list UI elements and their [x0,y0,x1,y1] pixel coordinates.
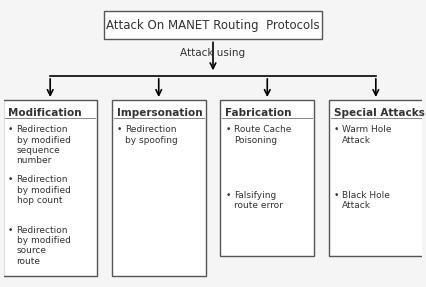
Text: Redirection
by modified
hop count: Redirection by modified hop count [17,175,70,205]
Text: •: • [117,125,122,134]
Text: Special Attacks: Special Attacks [334,108,425,118]
Text: Warm Hole
Attack: Warm Hole Attack [342,125,392,145]
FancyBboxPatch shape [329,100,423,256]
Text: •: • [8,125,13,134]
FancyBboxPatch shape [220,100,314,256]
Text: Redirection
by modified
sequence
number: Redirection by modified sequence number [17,125,70,165]
FancyBboxPatch shape [104,11,322,39]
Text: Attack On MANET Routing  Protocols: Attack On MANET Routing Protocols [106,19,320,32]
Text: •: • [225,191,230,200]
Text: •: • [8,226,13,234]
Text: Fabrication: Fabrication [225,108,292,118]
Text: Redirection
by modified
source
route: Redirection by modified source route [17,226,70,266]
Text: Attack using: Attack using [181,49,245,59]
Text: Falsifying
route error: Falsifying route error [234,191,282,210]
FancyBboxPatch shape [112,100,206,276]
Text: •: • [8,175,13,184]
Text: Redirection
by spoofing: Redirection by spoofing [125,125,178,145]
Text: Route Cache
Poisoning: Route Cache Poisoning [234,125,291,145]
Text: •: • [334,191,339,200]
FancyBboxPatch shape [3,100,97,276]
Text: Modification: Modification [8,108,82,118]
Text: Impersonation: Impersonation [117,108,202,118]
Text: Black Hole
Attack: Black Hole Attack [342,191,390,210]
Text: •: • [334,125,339,134]
Text: •: • [225,125,230,134]
